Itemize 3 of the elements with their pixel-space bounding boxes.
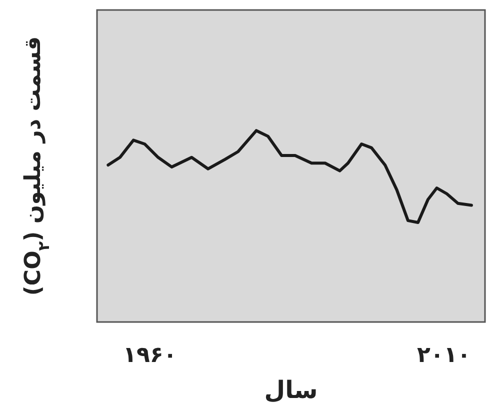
x-tick-label: ۲۰۱۰ bbox=[416, 343, 471, 368]
x-tick-label: ۱۹۶۰ bbox=[123, 343, 177, 368]
x-axis-title: سال bbox=[264, 376, 318, 404]
